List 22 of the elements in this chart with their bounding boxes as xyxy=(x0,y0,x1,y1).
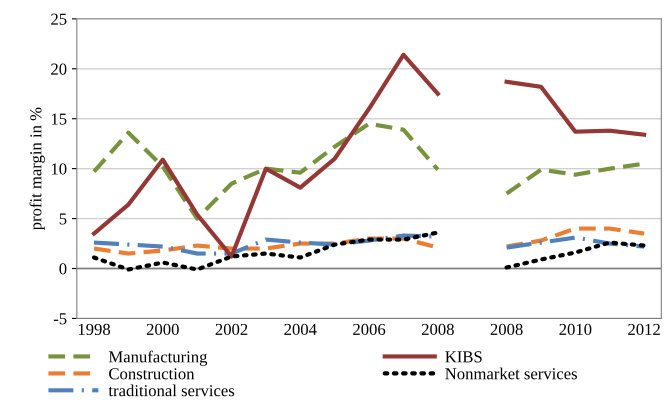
y-tick-label: 15 xyxy=(52,113,66,125)
y-tick-label: 5 xyxy=(60,213,66,225)
legend-label: KIBS xyxy=(445,351,482,362)
x-tick-label: 2008 xyxy=(490,324,523,336)
x-tick-label: 2004 xyxy=(284,324,317,336)
x-tick-label: 1998 xyxy=(78,324,110,336)
y-tick-label: -5 xyxy=(54,313,66,324)
y-axis-title: profit margin in % xyxy=(30,108,45,230)
x-tick-label: 2006 xyxy=(353,324,386,336)
x-tick-label: 2012 xyxy=(628,324,660,336)
x-tick-label: 2000 xyxy=(146,324,179,336)
x-tick-label: 2002 xyxy=(216,324,248,336)
legend-label: Construction xyxy=(109,368,194,380)
legend-label: traditional services xyxy=(108,384,234,396)
y-tick-label: 10 xyxy=(52,163,66,175)
legend-label: Nonmarket services xyxy=(445,368,577,380)
x-tick-label: 2008 xyxy=(422,324,454,336)
x-tick-label: 2010 xyxy=(559,324,592,336)
y-tick-label: 0 xyxy=(59,263,66,274)
y-tick-label: 25 xyxy=(51,14,66,25)
legend-label: Manufacturing xyxy=(108,350,208,366)
y-tick-label: 20 xyxy=(51,63,66,75)
